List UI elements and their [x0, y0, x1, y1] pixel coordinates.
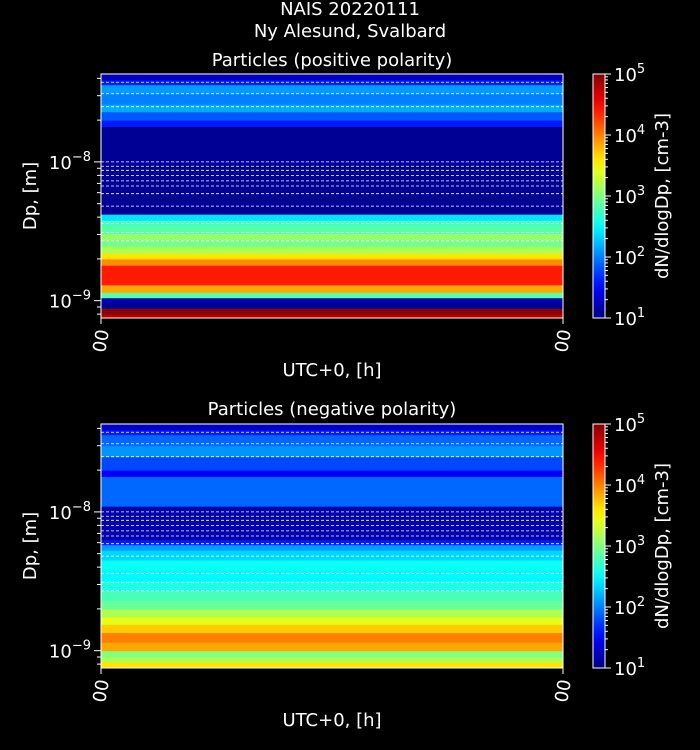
heatmap-bin: [101, 590, 563, 601]
heatmap-bin: [101, 539, 563, 546]
heatmap-bin: [101, 624, 563, 634]
heatmap-bin: [101, 550, 563, 561]
heatmap-bin: [101, 661, 563, 668]
panel-negative: Particles (negative polarity) 10−9 10−8 Dp,…: [20, 399, 673, 731]
heatmap-bin: [101, 253, 563, 260]
heatmap-bin: [101, 226, 563, 234]
heatmap: [101, 424, 563, 668]
colorbar-tick-label: 103: [614, 184, 645, 208]
panel-title: Particles (positive polarity): [212, 50, 453, 71]
plot-frame: [100, 423, 564, 669]
heatmap-bin: [101, 233, 563, 241]
heatmap-bin: [101, 544, 563, 551]
colorbar-tick-label: 105: [614, 412, 645, 436]
heatmap-bin: [101, 650, 563, 658]
heatmap-bin: [101, 120, 563, 127]
figure-title: NAIS 20220111: [280, 0, 420, 20]
heatmap-bin: [101, 314, 563, 318]
heatmap-bin: [101, 93, 563, 105]
heatmap-bin: [101, 308, 563, 315]
colorbar-tick-label: 103: [614, 534, 645, 558]
heatmap-bin: [101, 265, 563, 286]
figure-subtitle: Ny Alesund, Svalbard: [254, 21, 446, 42]
colorbar-tick-label: 101: [614, 306, 645, 330]
panel-positive: Particles (positive polarity) 10−9 10−8 Dp,…: [20, 50, 673, 381]
heatmap-bin: [101, 506, 563, 541]
heatmap-bin: [101, 303, 563, 309]
colorbar-tick-label: 105: [614, 62, 645, 86]
y-tick-label: 10−9: [49, 639, 91, 663]
heatmap-bin: [101, 657, 563, 663]
heatmap-bin: [101, 434, 563, 447]
colorbar-gradient: [593, 74, 605, 318]
colorbar-tick-label: 104: [614, 473, 645, 497]
heatmap-bin: [101, 258, 563, 266]
heatmap-bin: [101, 297, 563, 304]
heatmap-bin: [101, 600, 563, 610]
colorbar: 101 102 103 104 105 dN/dlogDp, [cm-3]: [592, 62, 673, 330]
colorbar-gradient: [593, 424, 605, 668]
y-tick-label: 10−9: [49, 289, 91, 313]
y-tick-label: 10−8: [49, 150, 91, 174]
heatmap: [101, 74, 563, 318]
heatmap-bin: [101, 570, 563, 582]
heatmap-bin: [101, 74, 563, 81]
heatmap-bin: [101, 111, 563, 121]
x-tick-label: 00: [89, 678, 114, 704]
heatmap-bin: [101, 292, 563, 299]
heatmap-bin: [101, 560, 563, 571]
heatmap-bin: [101, 632, 563, 643]
heatmap-bin: [101, 239, 563, 248]
heatmap-bin: [101, 84, 563, 95]
x-tick-label: 00: [89, 328, 114, 354]
colorbar-label: dN/dlogDp, [cm-3]: [652, 113, 673, 279]
x-axis-label: UTC+0, [h]: [282, 710, 381, 731]
heatmap-bin: [101, 642, 563, 652]
panels: Particles (positive polarity) 10−9 10−8 Dp,…: [20, 50, 673, 731]
heatmap-bin: [101, 608, 563, 618]
y-axis-label: Dp, [m]: [20, 512, 41, 580]
heatmap-bin: [101, 214, 563, 221]
y-axis-label: Dp, [m]: [20, 162, 41, 230]
colorbar-tick-label: 102: [614, 595, 645, 619]
colorbar-tick-label: 102: [614, 245, 645, 269]
colorbar: 101 102 103 104 105 dN/dlogDp, [cm-3]: [592, 412, 673, 680]
heatmap-bin: [101, 284, 563, 293]
colorbar-label: dN/dlogDp, [cm-3]: [652, 463, 673, 629]
x-tick-label: 00: [551, 328, 576, 354]
heatmap-bin: [101, 470, 563, 477]
heatmap-bin: [101, 616, 563, 625]
x-axis-label: UTC+0, [h]: [282, 360, 381, 381]
heatmap-bin: [101, 456, 563, 471]
heatmap-bin: [101, 580, 563, 592]
heatmap-bin: [101, 104, 563, 113]
heatmap-bin: [101, 206, 563, 215]
plot-frame: [100, 73, 564, 319]
heatmap-bin: [101, 445, 563, 458]
heatmap-bin: [101, 424, 563, 431]
y-tick-label: 10−8: [49, 500, 91, 524]
colorbar-tick-label: 104: [614, 123, 645, 147]
x-tick-label: 00: [551, 678, 576, 704]
colorbar-tick-label: 101: [614, 656, 645, 680]
panel-title: Particles (negative polarity): [208, 399, 457, 420]
heatmap-bin: [101, 246, 563, 254]
heatmap-bin: [101, 476, 563, 507]
